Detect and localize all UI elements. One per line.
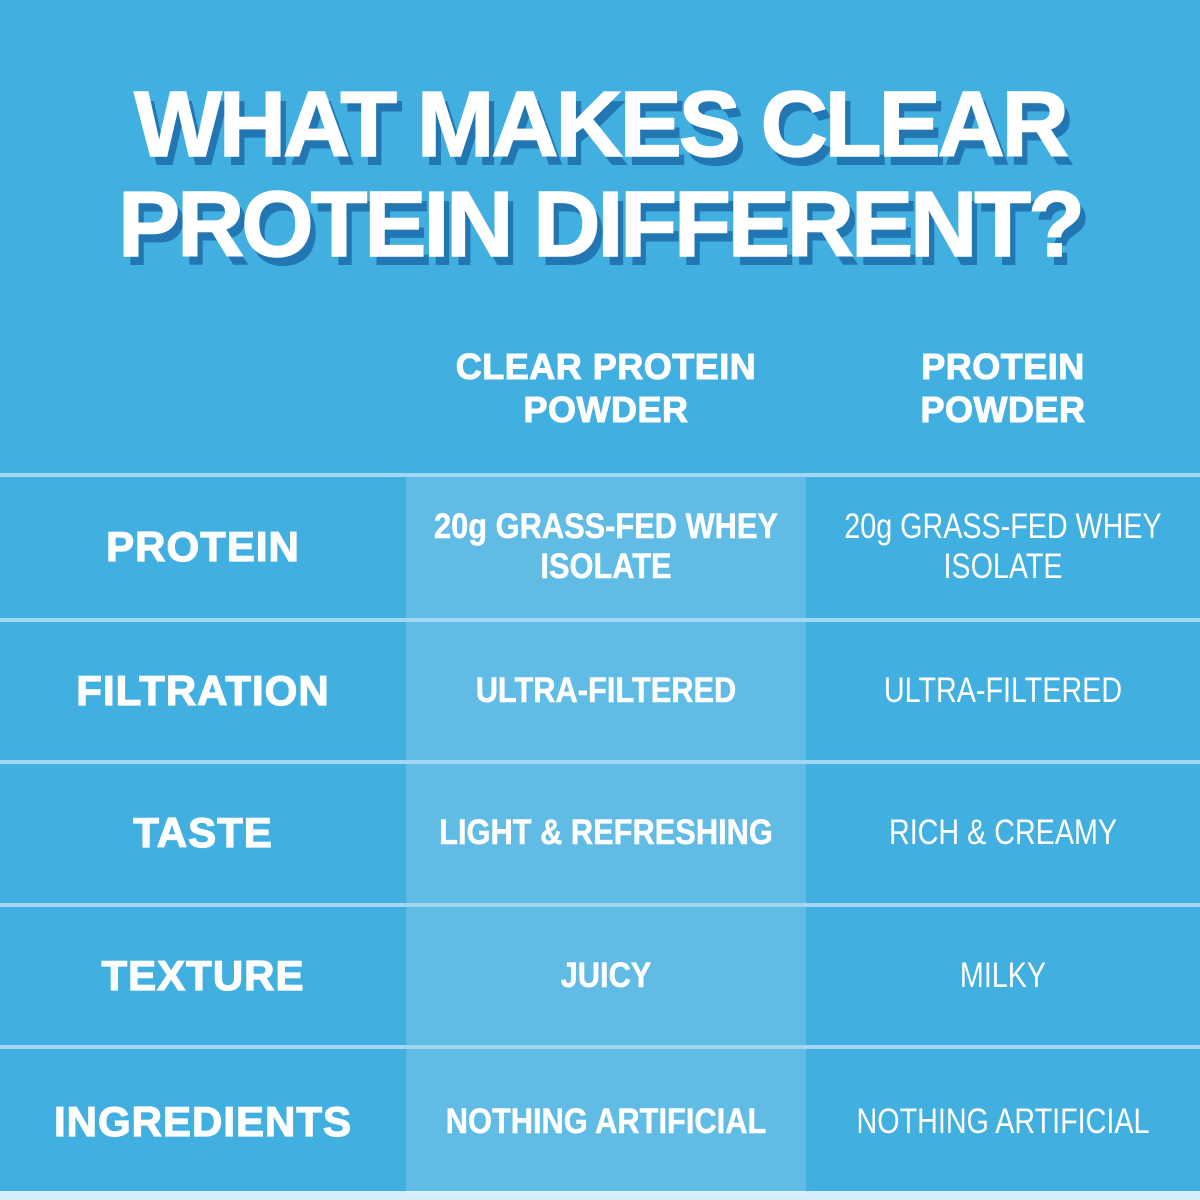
header-cell-clear-protein: CLEAR PROTEIN POWDER xyxy=(406,303,806,473)
protein-powder-cell: RICH & CREAMY xyxy=(806,764,1200,903)
clear-protein-value: JUICY xyxy=(560,955,652,995)
header-cell-protein: PROTEIN POWDER xyxy=(806,303,1200,473)
clear-protein-value: 20g GRASS-FED WHEY ISOLATE xyxy=(434,507,778,587)
clear-protein-cell: ULTRA-FILTERED xyxy=(406,621,806,760)
row-label: TEXTURE xyxy=(101,951,305,999)
row-label-cell: TEXTURE xyxy=(0,907,406,1045)
table-row-ingredients: INGREDIENTS NOTHING ARTIFICIAL NOTHING A… xyxy=(0,1044,1200,1195)
protein-powder-value: NOTHING ARTIFICIAL xyxy=(856,1101,1150,1141)
row-label-cell: INGREDIENTS xyxy=(0,1049,406,1195)
clear-protein-cell: 20g GRASS-FED WHEY ISOLATE xyxy=(406,476,806,618)
protein-powder-value: ULTRA-FILTERED xyxy=(883,670,1123,710)
row-label-cell: PROTEIN xyxy=(0,477,406,618)
title-line-2: PROTEIN DIFFERENT? xyxy=(117,172,1085,277)
protein-powder-cell: MILKY xyxy=(806,907,1200,1045)
title-line-1: WHAT MAKES CLEAR xyxy=(133,72,1069,176)
header-spacer-cell xyxy=(0,303,406,473)
row-label: PROTEIN xyxy=(106,523,300,571)
table-row-protein: PROTEIN 20g GRASS-FED WHEY ISOLATE 20g G… xyxy=(0,472,1200,618)
row-label-cell: FILTRATION xyxy=(0,622,406,760)
column-header-protein-powder: PROTEIN POWDER xyxy=(920,345,1086,430)
clear-protein-value: LIGHT & REFRESHING xyxy=(439,813,773,853)
protein-powder-cell: 20g GRASS-FED WHEY ISOLATE xyxy=(806,477,1200,618)
protein-powder-value: RICH & CREAMY xyxy=(888,813,1118,853)
row-label-cell: TASTE xyxy=(0,764,406,903)
table-row-filtration: FILTRATION ULTRA-FILTERED ULTRA-FILTERED xyxy=(0,617,1200,760)
protein-powder-value: MILKY xyxy=(959,955,1047,995)
column-header-clear-protein-powder: CLEAR PROTEIN POWDER xyxy=(455,345,757,430)
comparison-table: PROTEIN 20g GRASS-FED WHEY ISOLATE 20g G… xyxy=(0,472,1200,1195)
table-header-row: CLEAR PROTEIN POWDER PROTEIN POWDER xyxy=(0,275,1200,473)
clear-protein-cell: NOTHING ARTIFICIAL xyxy=(406,1048,806,1195)
clear-protein-value: NOTHING ARTIFICIAL xyxy=(445,1101,767,1141)
clear-protein-cell: JUICY xyxy=(406,906,806,1045)
clear-protein-cell: LIGHT & REFRESHING xyxy=(406,763,806,903)
table-row-taste: TASTE LIGHT & REFRESHING RICH & CREAMY xyxy=(0,759,1200,903)
protein-powder-cell: NOTHING ARTIFICIAL xyxy=(806,1049,1200,1195)
protein-powder-cell: ULTRA-FILTERED xyxy=(806,622,1200,760)
row-label: FILTRATION xyxy=(76,666,330,714)
protein-powder-value: 20g GRASS-FED WHEY ISOLATE xyxy=(844,507,1162,587)
row-label: TASTE xyxy=(133,809,273,857)
row-label: INGREDIENTS xyxy=(53,1097,353,1145)
page-title: WHAT MAKES CLEAR PROTEIN DIFFERENT? xyxy=(0,0,1200,277)
bottom-edge-strip xyxy=(0,1191,1200,1200)
table-row-texture: TEXTURE JUICY MILKY xyxy=(0,902,1200,1045)
clear-protein-value: ULTRA-FILTERED xyxy=(475,670,737,710)
